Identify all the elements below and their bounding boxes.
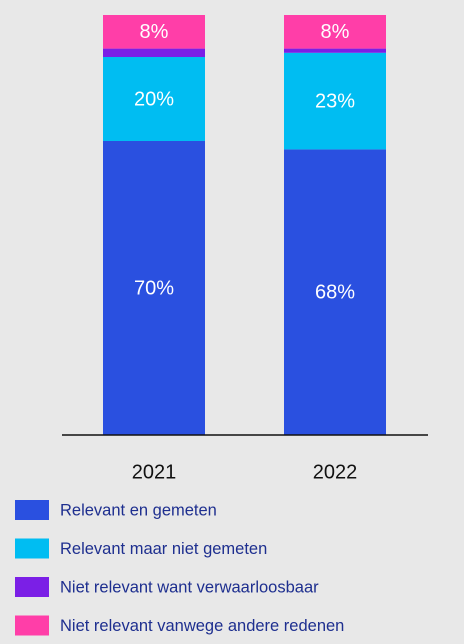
bar-segment	[284, 15, 386, 49]
bar-segment	[103, 57, 205, 141]
bar-segment	[284, 149, 386, 435]
data-label: 23%	[315, 90, 355, 112]
bar-segment	[103, 15, 205, 49]
bar-segment	[284, 48, 386, 53]
data-label: 8%	[321, 21, 350, 43]
data-label: 8%	[140, 21, 169, 43]
bar-segment	[284, 52, 386, 150]
x-tick-label: 2022	[313, 461, 358, 483]
legend-swatch	[15, 500, 49, 520]
legend-label: Niet relevant vanwege andere redenen	[60, 617, 344, 635]
legend-label: Niet relevant want verwaarloosbaar	[60, 578, 319, 596]
bar-segment	[103, 141, 205, 435]
data-label: 20%	[134, 88, 174, 110]
legend-swatch	[15, 577, 49, 597]
bar-segment	[103, 48, 205, 57]
legend-swatch	[15, 615, 49, 636]
data-label: 68%	[315, 281, 355, 303]
legend-swatch	[15, 538, 49, 559]
x-tick-label: 2021	[132, 461, 177, 483]
legend-label: Relevant maar niet gemeten	[60, 540, 267, 558]
legend-label: Relevant en gemeten	[60, 501, 217, 519]
data-label: 70%	[134, 277, 174, 299]
